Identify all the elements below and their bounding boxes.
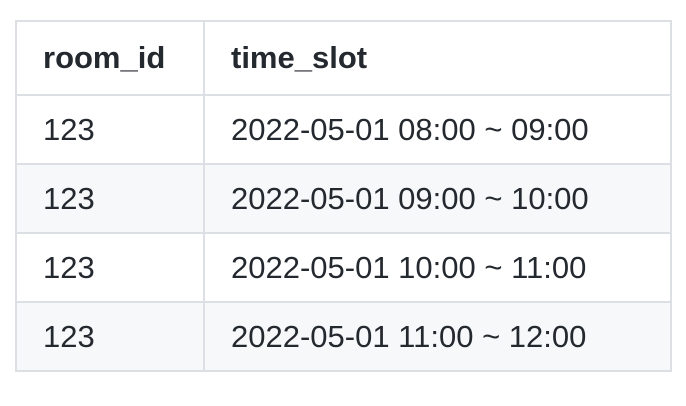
cell-time-slot: 2022-05-01 09:00 ~ 10:00 <box>203 163 672 234</box>
table-row: 123 2022-05-01 10:00 ~ 11:00 <box>15 232 672 303</box>
cell-room-id: 123 <box>15 163 205 234</box>
table-row: 123 2022-05-01 11:00 ~ 12:00 <box>15 301 672 372</box>
cell-room-id: 123 <box>15 301 205 372</box>
table-row: 123 2022-05-01 08:00 ~ 09:00 <box>15 94 672 165</box>
cell-room-id: 123 <box>15 232 205 303</box>
room-time-slot-table: room_id time_slot 123 2022-05-01 08:00 ~… <box>15 20 672 372</box>
table-container: room_id time_slot 123 2022-05-01 08:00 ~… <box>15 20 672 372</box>
cell-time-slot: 2022-05-01 11:00 ~ 12:00 <box>203 301 672 372</box>
column-header-room-id: room_id <box>15 20 205 96</box>
cell-time-slot: 2022-05-01 10:00 ~ 11:00 <box>203 232 672 303</box>
cell-room-id: 123 <box>15 94 205 165</box>
table-row: 123 2022-05-01 09:00 ~ 10:00 <box>15 163 672 234</box>
table-header-row: room_id time_slot <box>15 20 672 96</box>
cell-time-slot: 2022-05-01 08:00 ~ 09:00 <box>203 94 672 165</box>
column-header-time-slot: time_slot <box>203 20 672 96</box>
